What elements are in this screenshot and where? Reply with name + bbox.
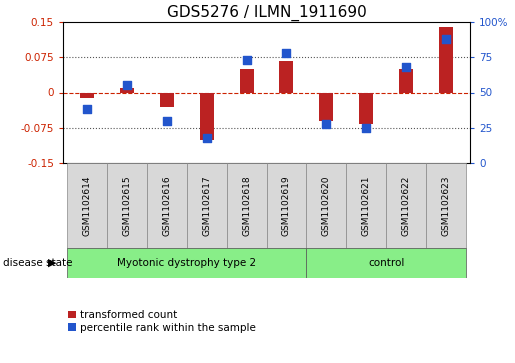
Point <box>322 121 331 126</box>
Bar <box>439 27 453 93</box>
Bar <box>187 163 227 248</box>
Title: GDS5276 / ILMN_1911690: GDS5276 / ILMN_1911690 <box>167 4 366 21</box>
Text: GSM1102620: GSM1102620 <box>322 175 331 236</box>
Text: disease state: disease state <box>3 258 72 268</box>
Bar <box>306 248 466 278</box>
Point <box>83 106 91 112</box>
Bar <box>399 69 413 93</box>
Bar <box>346 163 386 248</box>
Bar <box>200 93 214 139</box>
Text: GSM1102615: GSM1102615 <box>123 175 131 236</box>
Text: GSM1102623: GSM1102623 <box>441 175 451 236</box>
Bar <box>120 88 134 93</box>
Point <box>163 118 171 124</box>
Text: GSM1102622: GSM1102622 <box>402 175 410 236</box>
Bar <box>319 93 333 121</box>
Point <box>442 36 450 42</box>
Bar <box>426 163 466 248</box>
Bar <box>359 93 373 125</box>
Bar <box>280 61 294 93</box>
Point <box>282 50 290 56</box>
Legend: transformed count, percentile rank within the sample: transformed count, percentile rank withi… <box>68 310 255 333</box>
Bar <box>67 248 306 278</box>
Bar <box>239 69 253 93</box>
Bar <box>306 163 346 248</box>
Point <box>202 135 211 140</box>
Bar <box>227 163 266 248</box>
Text: GSM1102617: GSM1102617 <box>202 175 211 236</box>
Bar <box>80 93 94 98</box>
Text: Myotonic dystrophy type 2: Myotonic dystrophy type 2 <box>117 258 256 268</box>
Text: GSM1102621: GSM1102621 <box>362 175 371 236</box>
Point <box>243 57 251 63</box>
Bar <box>107 163 147 248</box>
Text: GSM1102616: GSM1102616 <box>162 175 171 236</box>
Point <box>402 64 410 70</box>
Point <box>362 125 370 131</box>
Text: control: control <box>368 258 404 268</box>
Point <box>123 82 131 88</box>
Text: GSM1102614: GSM1102614 <box>82 175 92 236</box>
Bar <box>147 163 187 248</box>
Text: GSM1102618: GSM1102618 <box>242 175 251 236</box>
Bar <box>266 163 306 248</box>
Bar <box>160 93 174 107</box>
Text: ▶: ▶ <box>48 258 57 268</box>
Bar <box>386 163 426 248</box>
Text: GSM1102619: GSM1102619 <box>282 175 291 236</box>
Bar <box>67 163 107 248</box>
